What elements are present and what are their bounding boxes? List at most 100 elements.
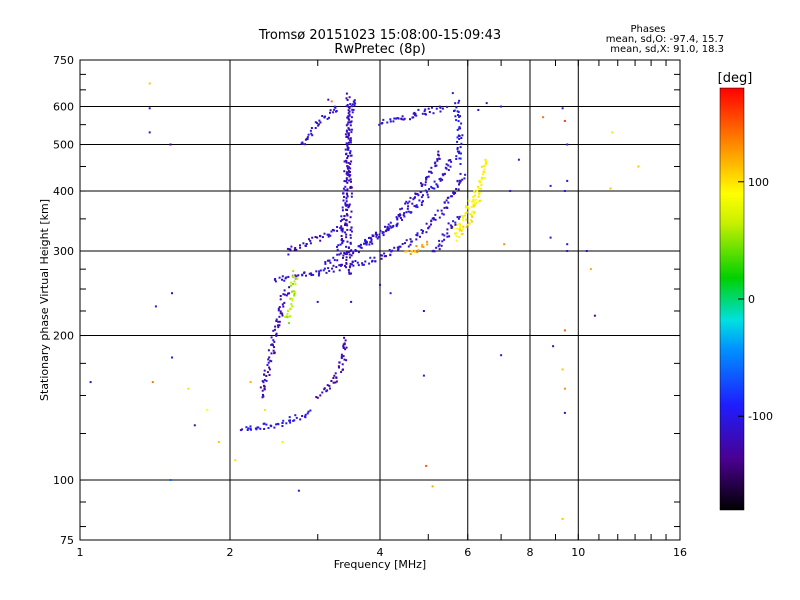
data-point: [483, 165, 485, 168]
data-point: [446, 232, 449, 235]
data-point: [306, 136, 309, 139]
data-point: [441, 233, 444, 236]
data-point: [337, 365, 340, 368]
colorbar-unit-label: [deg]: [718, 71, 753, 86]
data-point: [350, 131, 353, 134]
data-point: [566, 250, 569, 252]
data-point: [305, 137, 308, 140]
data-point: [417, 248, 420, 251]
data-point: [326, 384, 329, 387]
data-point: [345, 172, 348, 175]
data-point: [458, 235, 461, 238]
data-point: [342, 187, 345, 190]
data-point: [451, 92, 454, 95]
data-point: [389, 118, 392, 121]
data-point: [267, 358, 270, 361]
data-point: [335, 110, 338, 112]
data-point: [427, 175, 430, 178]
data-point: [441, 178, 444, 181]
data-point: [338, 269, 341, 272]
data-point: [329, 109, 332, 112]
data-point: [345, 124, 348, 127]
data-point: [589, 268, 592, 271]
data-point: [420, 229, 423, 231]
data-point: [438, 216, 441, 219]
data-point: [454, 232, 457, 235]
data-point: [450, 160, 453, 163]
data-point: [301, 142, 304, 145]
data-point: [346, 148, 349, 151]
data-point: [389, 225, 392, 228]
data-point: [345, 200, 348, 203]
data-point: [267, 427, 270, 429]
data-point: [408, 200, 411, 203]
grid: [80, 60, 680, 540]
data-point: [420, 185, 423, 187]
data-point: [423, 110, 426, 113]
data-point: [362, 263, 365, 266]
data-point: [340, 357, 343, 359]
data-point: [338, 361, 341, 364]
data-point: [303, 271, 306, 274]
data-point: [413, 250, 416, 253]
data-point: [285, 315, 288, 318]
data-point: [296, 277, 299, 280]
data-point: [263, 369, 266, 372]
data-point: [458, 157, 461, 160]
data-point: [308, 238, 310, 241]
data-point: [348, 266, 351, 269]
data-point: [465, 205, 468, 208]
data-point: [290, 281, 293, 284]
data-point: [420, 204, 423, 206]
data-point: [269, 424, 272, 427]
data-point: [346, 224, 349, 227]
data-point: [416, 192, 419, 195]
data-point: [350, 116, 353, 119]
data-point: [292, 274, 295, 277]
data-point: [388, 249, 391, 251]
data-point: [319, 235, 322, 238]
data-point: [424, 181, 427, 184]
data-point: [563, 387, 566, 390]
data-point: [272, 339, 275, 342]
data-point: [461, 228, 464, 231]
data-point: [447, 222, 450, 225]
data-point: [458, 152, 461, 155]
data-point: [460, 233, 463, 236]
data-point: [350, 128, 353, 131]
data-point: [349, 121, 352, 124]
data-point: [336, 245, 338, 248]
data-point: [345, 136, 348, 138]
data-point: [401, 243, 404, 245]
data-point: [311, 134, 314, 137]
data-point: [263, 378, 266, 381]
data-point: [455, 234, 458, 237]
data-point: [438, 178, 441, 181]
data-point: [375, 233, 378, 236]
data-point: [263, 385, 266, 388]
data-point: [421, 183, 424, 186]
data-point: [323, 267, 326, 270]
data-point: [463, 177, 466, 180]
data-point: [454, 221, 457, 224]
data-point: [434, 165, 437, 168]
data-point: [392, 120, 395, 123]
data-point: [395, 225, 398, 228]
data-point: [241, 428, 243, 431]
data-point: [321, 115, 324, 117]
data-point: [239, 429, 242, 432]
data-point: [299, 418, 302, 421]
data-point: [347, 170, 350, 172]
data-point: [413, 205, 416, 208]
data-point: [344, 339, 347, 342]
data-point: [500, 354, 503, 357]
y-tick-label: 200: [53, 330, 74, 343]
data-point: [318, 272, 321, 275]
data-point: [328, 270, 331, 272]
data-point: [566, 179, 569, 182]
data-point: [352, 108, 355, 111]
data-point: [322, 269, 325, 272]
data-point: [193, 424, 196, 427]
data-point: [431, 485, 434, 488]
data-point: [433, 250, 436, 253]
